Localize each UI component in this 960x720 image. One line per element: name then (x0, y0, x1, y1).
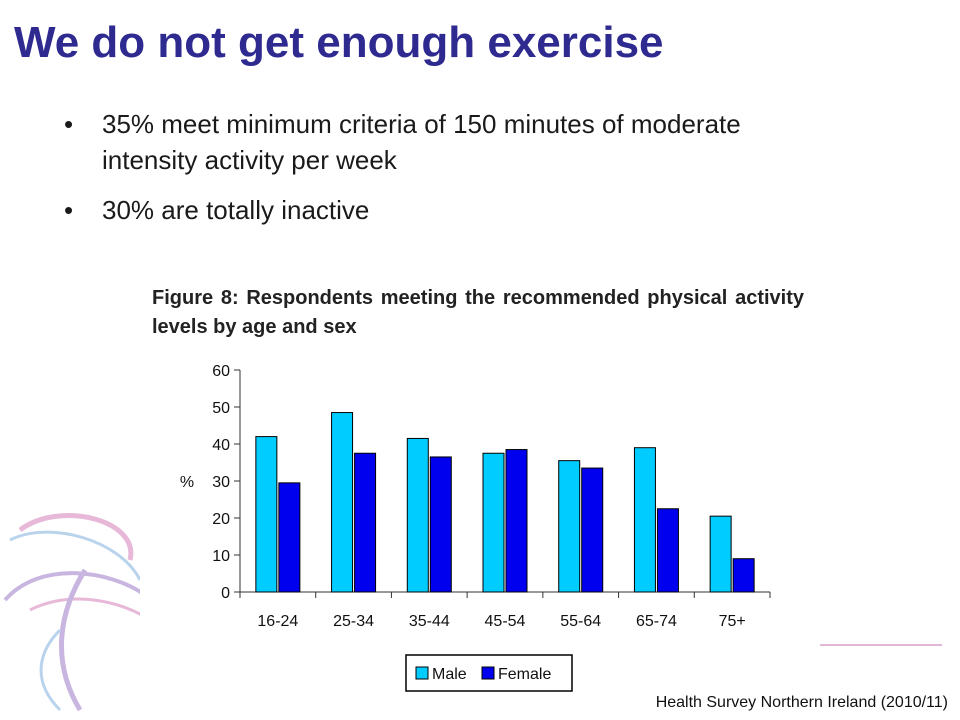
bar-female (278, 482, 301, 593)
bar-male (633, 447, 656, 593)
y-tick-label: 30 (212, 474, 230, 491)
bar-chart: 0 10 20 30 40 50 60% 16-24 25-34 35-44 45-54 55-64 6… (180, 363, 771, 692)
bullet-text: 35% meet minimum criteria of 150 minutes… (102, 109, 741, 175)
x-tick-label: 16-24 (257, 613, 298, 630)
bullet-text: 30% are totally inactive (102, 195, 370, 225)
chart-figure: Figure 8: Respondents meeting the recomm… (140, 272, 820, 704)
bullet-item: • 30% are totally inactive (64, 192, 784, 228)
bar-male (482, 452, 505, 593)
bar-male (331, 412, 354, 593)
y-axis-label: % (180, 474, 194, 491)
x-tick-label: 55-64 (560, 613, 601, 630)
y-tick-label: 60 (212, 363, 230, 380)
y-tick-label: 0 (221, 585, 230, 602)
bullet-dot-icon: • (64, 109, 74, 139)
bar-male (255, 436, 278, 593)
bar-female (732, 558, 755, 593)
x-tick-label: 75+ (719, 613, 746, 630)
bar-female (505, 449, 528, 593)
bar-male (558, 460, 581, 593)
y-tick-label: 40 (212, 437, 230, 454)
bullet-dot-icon: • (64, 195, 74, 225)
y-tick-label: 50 (212, 400, 230, 417)
legend-swatch-male (415, 666, 429, 680)
y-tick-label: 10 (212, 548, 230, 565)
legend-label-female: Female (498, 666, 551, 683)
source-citation: Health Survey Northern Ireland (2010/11) (655, 694, 948, 711)
x-tick-label: 25-34 (333, 613, 374, 630)
bar-female (656, 508, 679, 593)
y-tick-label: 20 (212, 511, 230, 528)
slide-title: We do not get enough exercise (14, 18, 664, 67)
bullet-item: • 35% meet minimum criteria of 150 minute… (64, 106, 784, 178)
bar-female (429, 456, 452, 593)
chart-title: Figure 8: Respondents meeting the recomm… (152, 287, 804, 338)
bullet-list: • 35% meet minimum criteria of 150 minute… (64, 106, 784, 242)
bar-female (354, 452, 377, 593)
bar-male (406, 437, 429, 593)
legend-swatch-female (481, 666, 495, 680)
x-tick-label: 65-74 (636, 613, 677, 630)
legend-label-male: Male (432, 666, 467, 683)
x-tick-label: 35-44 (409, 613, 450, 630)
x-tick-label: 45-54 (485, 613, 526, 630)
bar-female (581, 467, 604, 593)
bar-male (709, 515, 732, 593)
decorative-line (818, 644, 942, 646)
decorative-swirl-icon (3, 513, 150, 712)
